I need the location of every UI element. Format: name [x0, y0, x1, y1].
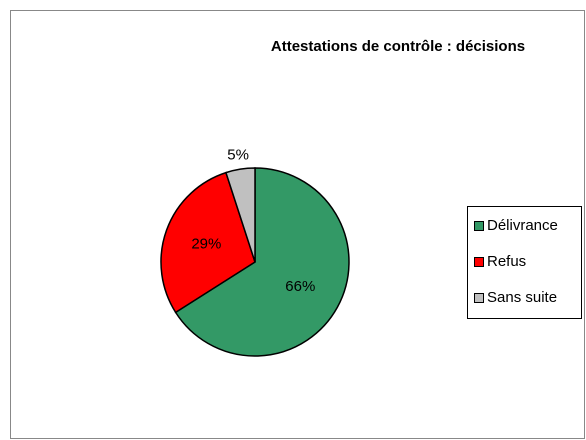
legend-label: Délivrance: [487, 217, 558, 234]
legend-swatch: [474, 293, 484, 303]
legend-swatch: [474, 257, 484, 267]
pie-slice: [225, 167, 256, 263]
data-label: 66%: [285, 278, 315, 295]
data-label: 29%: [191, 235, 221, 252]
pie-slice: [160, 171, 256, 314]
legend-box: [467, 206, 582, 319]
legend-label: Refus: [487, 253, 526, 270]
chart-title: Attestations de contrôle : décisions: [271, 38, 525, 55]
data-label: 5%: [227, 146, 249, 163]
legend-label: Sans suite: [487, 289, 557, 306]
pie-slice: [174, 167, 350, 357]
legend-swatch: [474, 221, 484, 231]
